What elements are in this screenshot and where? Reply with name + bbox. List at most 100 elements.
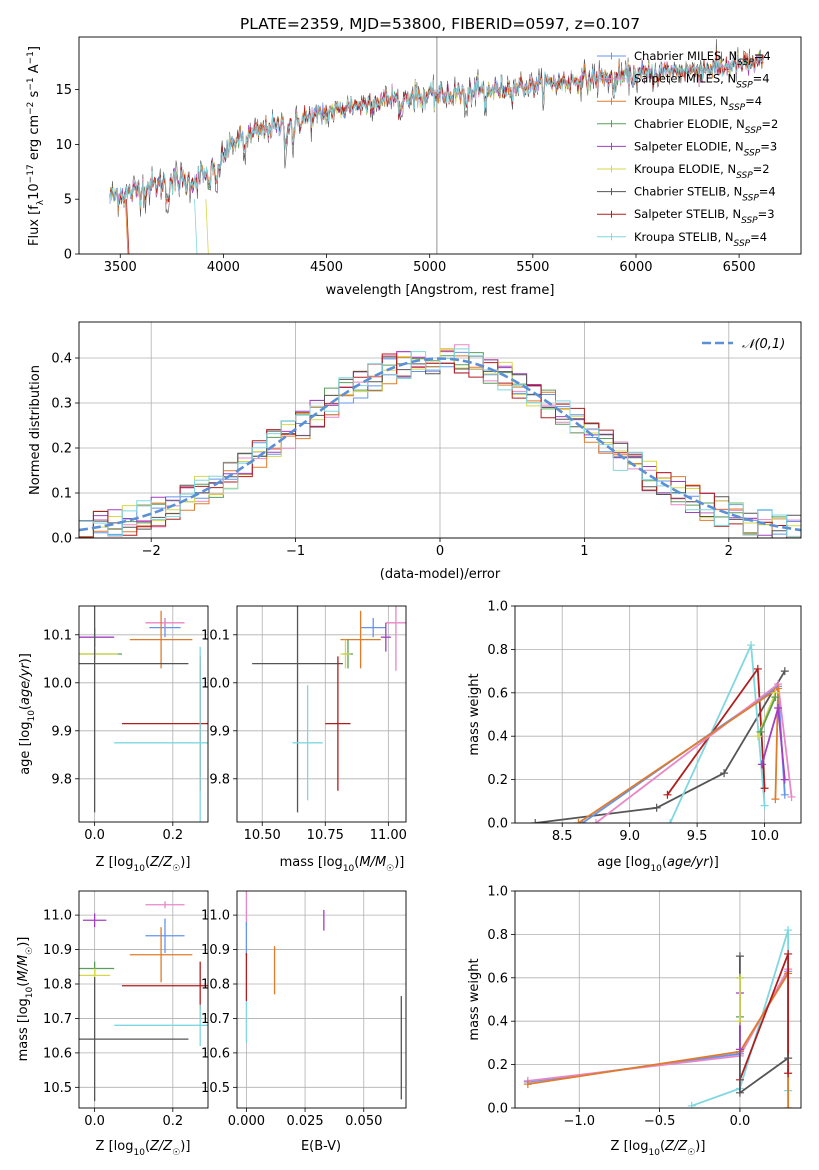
legend-label-part: =4 [750,230,767,244]
panel-mass_weight_vs_age: 8.5 9.0 9.5 10.0 0.0 0.2 0.4 0.6 0.8 1.0 age [log1… [467,600,802,874]
legend-label-part: Salpeter ELODIE, N [634,139,744,153]
x-axis-label-part: ( [662,855,667,870]
x-axis-label-part: ( [354,855,359,870]
x-axis-label-part: 10 [648,1148,660,1158]
y-tick-label: 0.2 [51,442,72,457]
y-axis-label-part: ( [16,982,31,987]
y-tick-label: 0.8 [487,643,508,658]
weight-line [739,956,789,1094]
x-tick-label: −2 [142,544,161,559]
axes-frame [514,605,802,824]
y-tick-label: 0.4 [487,1015,508,1030]
plot-area-age_vs_mass [252,606,406,813]
grid-mass_vs_EBV [237,891,406,1108]
y-axis-label-part: mass [log [16,998,31,1061]
weight-marker [784,1054,793,1063]
y-tick-label: 0.4 [51,352,72,367]
y-axis-label: mass [log10(M/M☉)] [16,937,35,1062]
legend-label-part: SSP [729,103,746,113]
legend-label-part: Chabrier STELIB, N [634,185,742,199]
legend-label: Kroupa STELIB, NSSP=4 [634,230,767,249]
x-axis-label: E(B-V) [301,1139,341,1154]
y-tick-label: 0.4 [487,730,508,745]
axes-frame [236,890,407,1109]
legend-label-part: Kroupa ELODIE, N [634,162,736,176]
spectrum-dropout [126,199,130,254]
legend-label-part: SSP [737,58,754,68]
weight-line [669,644,766,823]
weight-marker [774,684,783,693]
legend-label-part: Kroupa STELIB, N [634,230,734,244]
weight-marker [735,952,744,961]
y-axis-label-part: age/yr [18,662,33,705]
y-tick-label: 11.0 [201,909,230,924]
axes-frame [236,605,407,823]
legend-label-part: Chabrier MILES, N [634,49,737,63]
weight-line [535,670,786,823]
weight-marker [780,775,789,784]
y-tick-label: 1.0 [487,885,508,900]
weight-marker [760,784,769,793]
x-axis-label: (data-model)/error [380,567,501,582]
y-axis-label-part: −2 [26,102,36,115]
x-tick-label: 4500 [310,260,343,275]
x-tick-label: −1.0 [563,1114,595,1129]
weight-line [581,685,786,823]
weight-marker [735,973,744,982]
y-axis-label-part: λ [36,199,46,205]
x-tick-label: 10.50 [244,828,281,843]
y-axis-label-part: Flux [f [27,205,42,246]
x-tick-label: 5500 [516,260,549,275]
axes-frame [78,321,802,539]
x-axis-label-part: ☉ [386,864,394,874]
x-axis-label-part: Z [log [611,1139,649,1154]
y-tick-label: 0.0 [487,817,508,832]
weight-marker [753,664,762,673]
y-tick-label: 10.8 [201,978,230,993]
weight-marker [784,949,793,958]
y-tick-label: 10.6 [43,1046,72,1061]
axes-frame [78,36,802,255]
x-axis-label: wavelength [Angstrom, rest frame] [326,283,555,298]
normal-curve [79,357,801,532]
figure-title: PLATE=2359, MJD=53800, FIBERID=0597, z=0… [240,15,640,33]
legend-label-part: SSP [741,216,758,226]
panel-mass_weight_vs_Z: −1.0 −0.5 0.0 0.0 0.2 0.4 0.6 0.8 1.0 Z [log10(Z/… [467,885,802,1158]
legend-label-part: =3 [760,139,777,153]
weight-marker [747,641,756,650]
x-axis-label: Z [log10(Z/Z☉)] [611,1139,706,1158]
x-tick-label: 0.0 [730,1114,751,1129]
weight-marker [531,819,540,823]
weight-marker [787,792,796,801]
legend-label: Chabrier ELODIE, NSSP=2 [634,117,778,136]
y-tick-label: 0.2 [487,773,508,788]
x-tick-label: 0.0 [84,828,105,843]
weight-marker [784,1069,793,1078]
legend-label-part: Salpeter MILES, N [634,72,736,86]
x-tick-label: 0.000 [228,1114,265,1129]
y-tick-label: 10.9 [201,943,230,958]
y-axis-label: age [log10(age/yr)] [18,653,37,775]
x-axis-label: Z [log10(Z/Z☉)] [96,1139,191,1158]
x-tick-label: 0.050 [345,1114,382,1129]
y-axis-label-part: −1 [26,77,36,90]
legend-label: 𝒩(0,1) [742,337,785,352]
legend-label: Kroupa MILES, NSSP=4 [634,94,762,113]
plot-area-mass_weight_vs_Z [523,926,793,1108]
x-tick-label: 9.0 [619,829,640,844]
y-tick-label: 10.9 [43,943,72,958]
x-tick-label: −0.5 [644,1114,676,1129]
axes-frame [78,605,209,823]
legend-label-part: SSP [736,81,753,91]
legend-label-part: =4 [745,94,762,108]
x-axis-label-part: )] [695,1139,705,1154]
y-tick-label: 0.0 [51,532,72,547]
spectrum-dropout [205,199,209,254]
y-tick-label: 10.5 [201,1081,230,1096]
weight-marker [760,801,769,810]
y-axis-label-part: ☉ [25,947,35,955]
y-axis-label-part: )] [16,937,31,947]
histogram-series [79,348,801,537]
y-tick-label: 0.0 [487,1102,508,1117]
